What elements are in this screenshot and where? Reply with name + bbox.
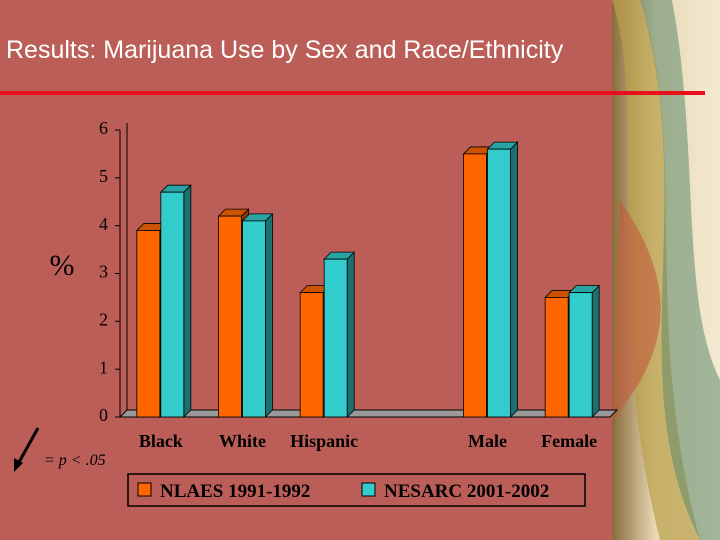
bar [544, 297, 569, 418]
y-axis-label: % [50, 249, 75, 282]
bar-side [183, 184, 192, 418]
y-tick-label: 1 [99, 357, 108, 377]
x-tick-label: Female [541, 431, 597, 451]
legend-label: NLAES 1991-1992 [160, 481, 310, 502]
bar [160, 191, 185, 418]
y-tick-label: 3 [99, 262, 108, 282]
decoration-swoosh [640, 0, 720, 540]
y-tick-label: 0 [99, 405, 108, 425]
bar [463, 153, 487, 418]
bar-side [510, 141, 518, 418]
x-tick-label: Hispanic [290, 431, 358, 451]
annotation: = p < .05 [44, 452, 106, 469]
bar [487, 148, 511, 418]
x-tick-label: Male [468, 431, 507, 451]
bar-side [591, 284, 600, 418]
bar-side [346, 251, 355, 418]
arrow [16, 427, 40, 465]
legend-label: NESARC 2001-2002 [384, 481, 549, 502]
arrow-head [14, 458, 23, 472]
bar [218, 215, 242, 418]
title: Results: Marijuana Use by Sex and Race/E… [6, 36, 564, 64]
bar [568, 292, 593, 418]
legend-box [127, 473, 586, 507]
x-tick-label: White [219, 431, 266, 451]
plot-floor [118, 409, 619, 418]
bar [242, 220, 266, 418]
y-tick-label: 6 [99, 118, 108, 138]
x-tick-label: Black [139, 431, 183, 451]
bar [136, 230, 161, 418]
y-tick-label: 5 [99, 166, 108, 186]
bar [299, 292, 324, 418]
y-tick-label: 2 [99, 309, 108, 329]
bar [323, 258, 348, 418]
decoration-swoosh [612, 200, 661, 420]
y-tick-label: 4 [99, 214, 108, 234]
legend-swatch [361, 482, 376, 497]
bar-side [265, 212, 273, 418]
decoration-swoosh [612, 0, 700, 540]
legend-swatch [137, 482, 152, 497]
